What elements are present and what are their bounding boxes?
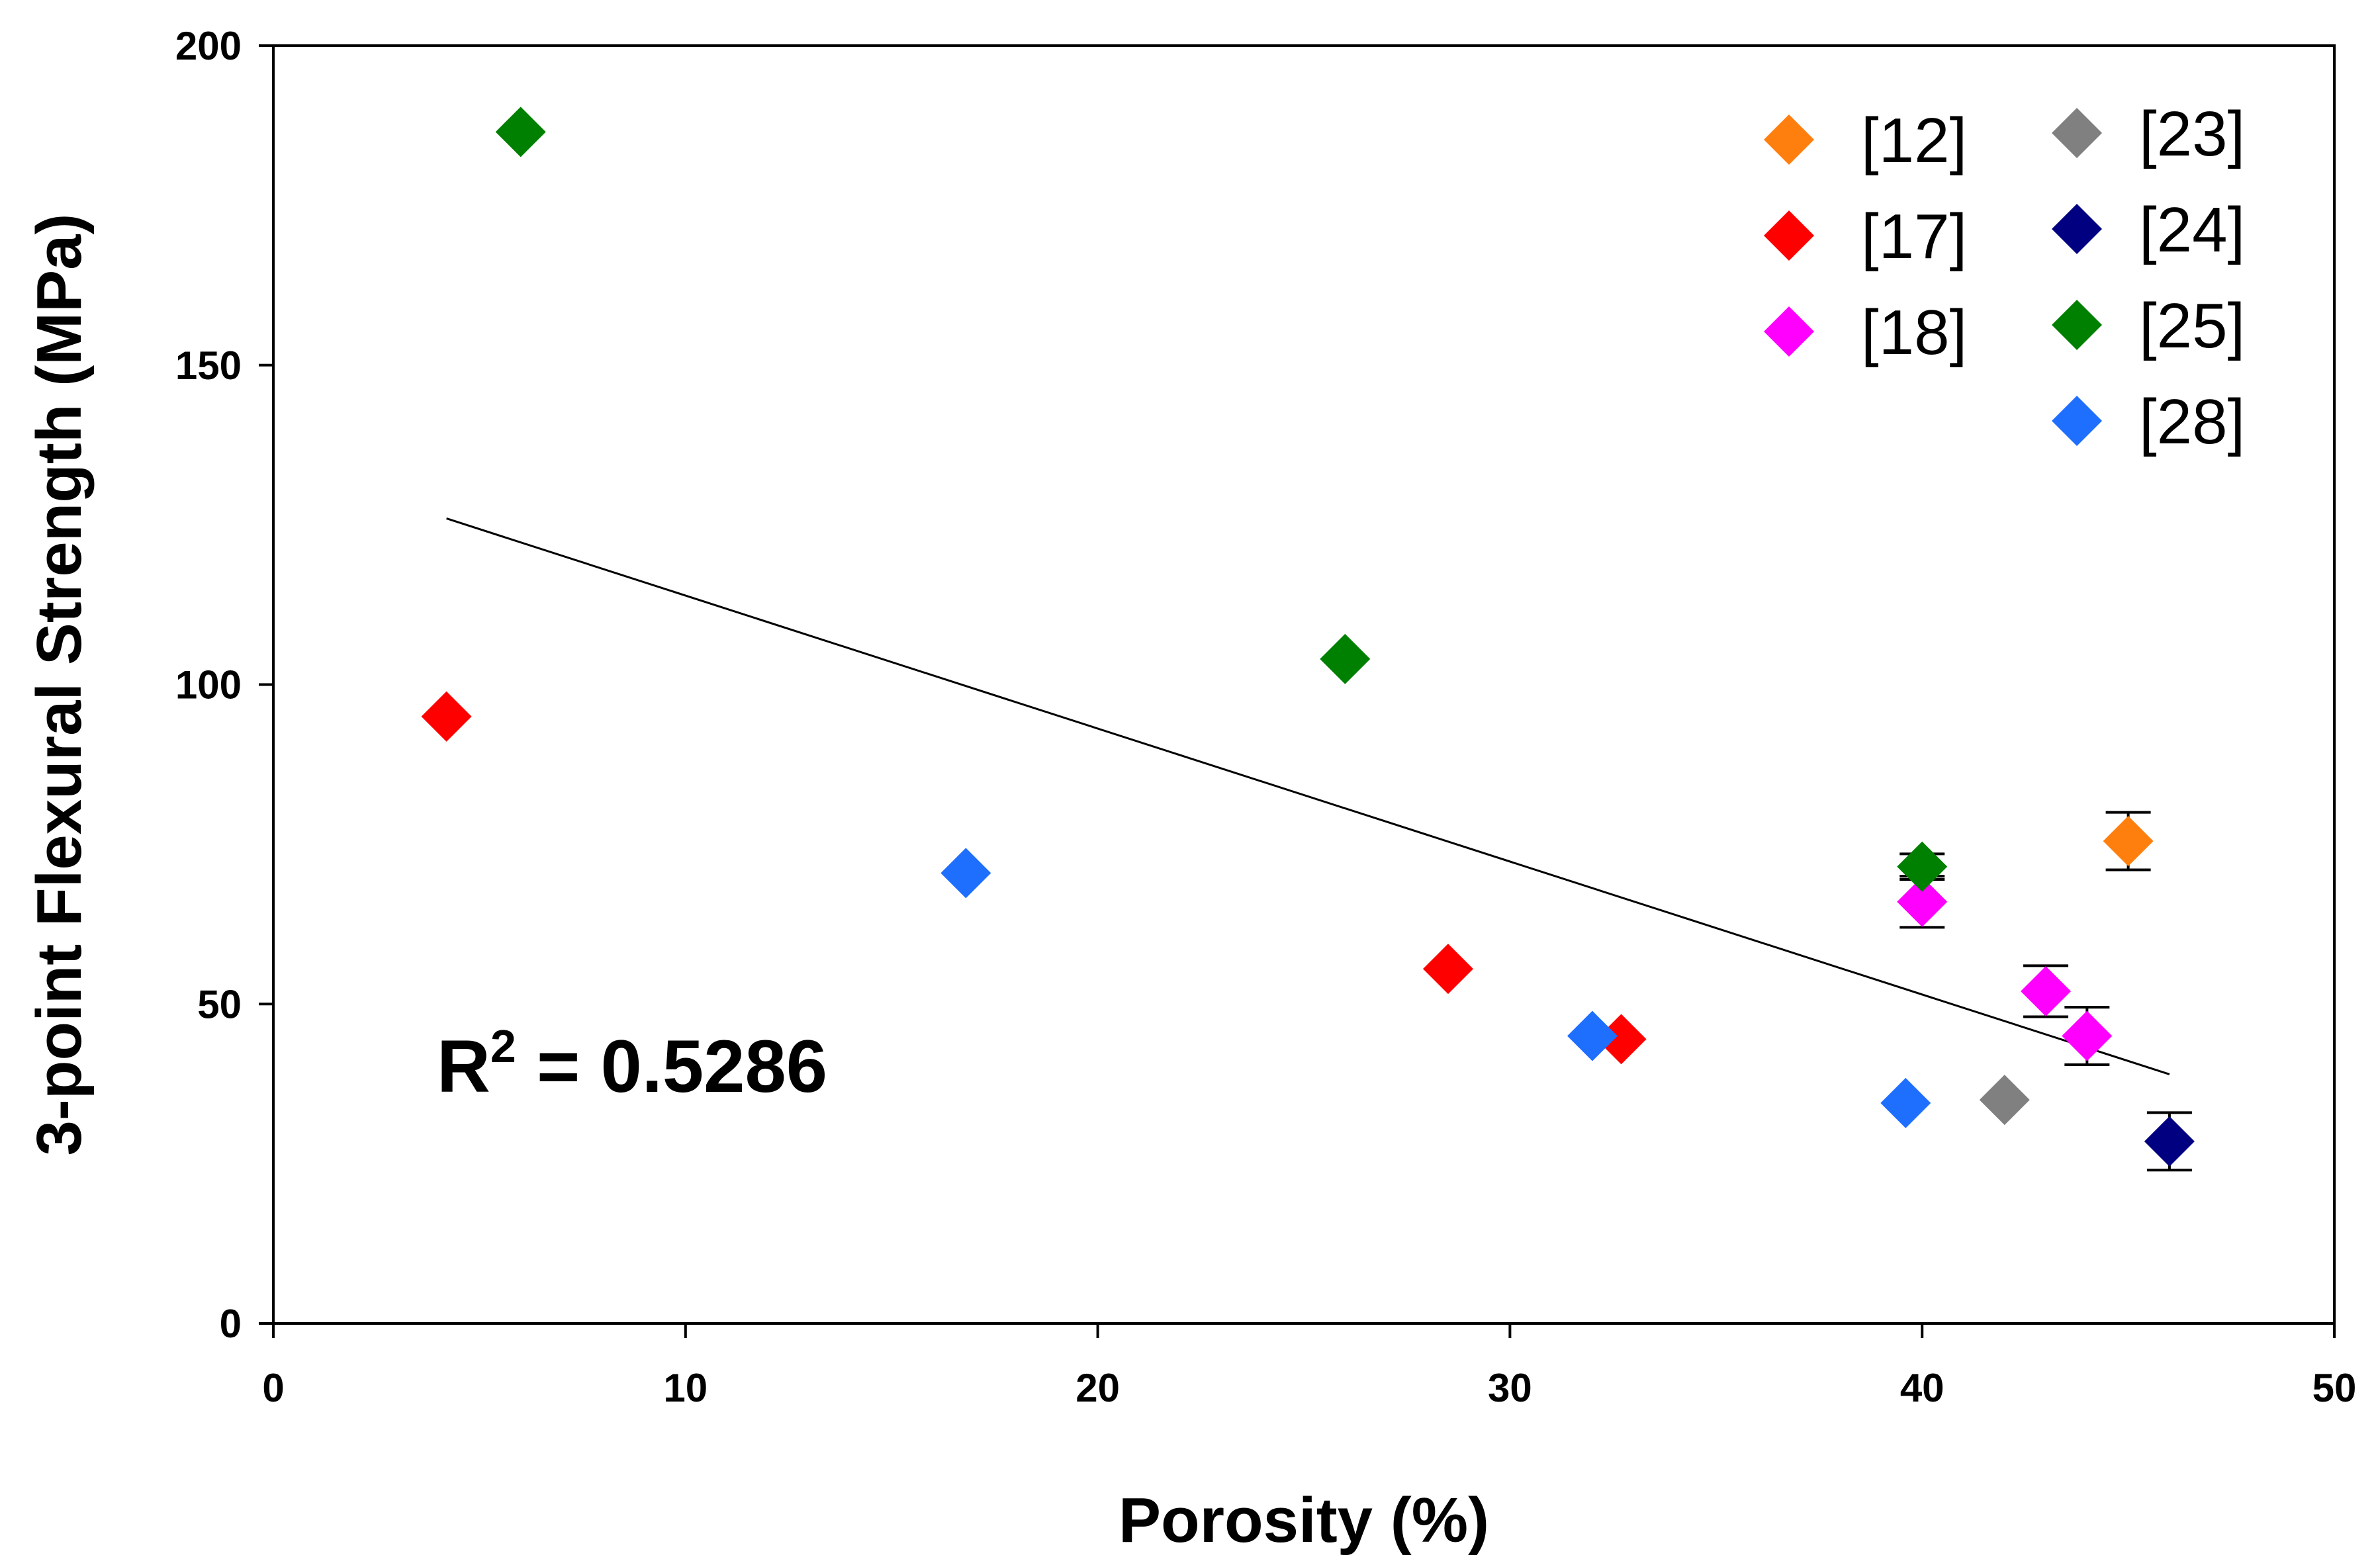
x-tick-label-2: 20: [1076, 1366, 1120, 1410]
legend-marker-5: [2052, 300, 2102, 350]
plot-border: [272, 44, 2336, 1325]
legend-marker-6: [2052, 396, 2102, 446]
data-point-1-1: [1422, 944, 1473, 995]
r-squared-annotation: R2 = 0.5286: [437, 1020, 827, 1108]
data-point-1-0: [421, 691, 472, 742]
data-point-4-0: [2144, 1116, 2195, 1167]
legend-label-4: [24]: [2139, 195, 2245, 265]
x-tick-label-0: 0: [262, 1366, 284, 1410]
data-point-2-0: [1897, 876, 1948, 927]
x-tick-label-5: 50: [2312, 1366, 2357, 1410]
data-point-5-1: [1320, 633, 1371, 684]
legend-label-1: [17]: [1861, 201, 1967, 272]
y-tick-label-0: 0: [220, 1302, 242, 1346]
trendline-group: [446, 517, 2170, 1075]
data-point-2-1: [2021, 965, 2072, 1016]
y-tick-label-1: 50: [197, 982, 242, 1026]
y-axis-title: 3-point Flexural Strength (MPa): [24, 213, 95, 1155]
legend-label-3: [23]: [2139, 99, 2245, 169]
data-point-2-2: [2062, 1010, 2113, 1061]
data-point-6-0: [940, 848, 991, 899]
x-tick-label-1: 10: [663, 1366, 708, 1410]
legend-marker-0: [1764, 114, 1814, 165]
data-point-6-1: [1567, 1010, 1618, 1061]
y-tick-label-4: 200: [175, 24, 242, 68]
axes: 0 50 100 150 200 0 10 20 30 40 50: [175, 24, 2356, 1410]
y-tick-label-3: 150: [175, 343, 242, 388]
trendline: [446, 517, 2170, 1075]
x-tick-label-4: 40: [1900, 1366, 1945, 1410]
data-markers: [421, 107, 2195, 1167]
x-axis-title: Porosity (%): [1119, 1485, 1489, 1556]
x-tick-label-3: 30: [1488, 1366, 1532, 1410]
data-point-0-0: [2103, 816, 2154, 867]
annotation-rest: = 0.5286: [516, 1025, 827, 1108]
legend-label-5: [25]: [2139, 291, 2245, 361]
legend-marker-3: [2052, 108, 2102, 158]
data-point-3-0: [1979, 1075, 2030, 1126]
legend-marker-4: [2052, 204, 2102, 254]
data-point-5-2: [1897, 841, 1948, 892]
data-point-1-2: [1596, 1014, 1647, 1065]
annotation-sup: 2: [490, 1020, 516, 1072]
data-point-5-0: [495, 107, 546, 157]
annotation-base: R: [437, 1025, 490, 1108]
legend-marker-1: [1764, 210, 1814, 261]
legend-label-0: [12]: [1861, 105, 1967, 176]
legend-label-2: [18]: [1861, 297, 1967, 368]
y-tick-label-2: 100: [175, 663, 242, 707]
legend-marker-2: [1764, 306, 1814, 357]
legend: [12] [17] [18] [23] [24] [25] [28]: [1764, 99, 2245, 457]
legend-label-6: [28]: [2139, 386, 2245, 457]
data-point-6-2: [1880, 1077, 1931, 1128]
